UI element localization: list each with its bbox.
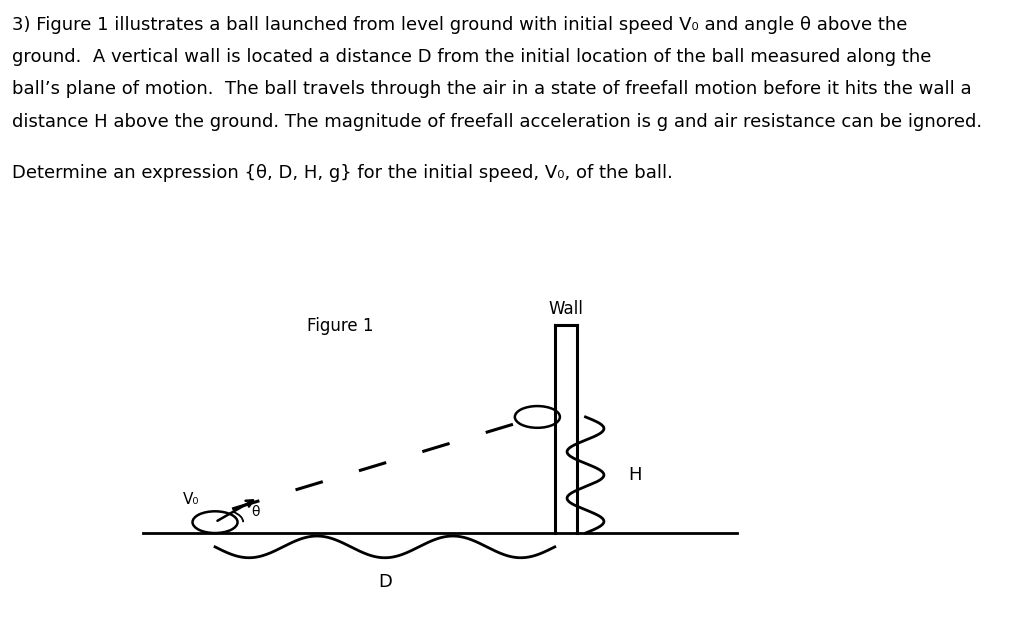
Text: distance H above the ground. The magnitude of freefall acceleration is g and air: distance H above the ground. The magnitu… — [12, 113, 982, 131]
Text: V₀: V₀ — [183, 492, 200, 508]
Text: 3) Figure 1 illustrates a ball launched from level ground with initial speed V₀ : 3) Figure 1 illustrates a ball launched … — [12, 16, 907, 34]
Text: Determine an expression {θ, D, H, g} for the initial speed, V₀, of the ball.: Determine an expression {θ, D, H, g} for… — [12, 164, 673, 182]
Text: ground.  A vertical wall is located a distance D from the initial location of th: ground. A vertical wall is located a dis… — [12, 48, 932, 66]
Text: θ: θ — [251, 504, 259, 519]
Text: Wall: Wall — [549, 300, 584, 318]
Text: Figure 1: Figure 1 — [307, 317, 374, 335]
Text: D: D — [378, 573, 392, 590]
Text: H: H — [629, 466, 642, 484]
Text: ball’s plane of motion.  The ball travels through the air in a state of freefall: ball’s plane of motion. The ball travels… — [12, 80, 972, 98]
